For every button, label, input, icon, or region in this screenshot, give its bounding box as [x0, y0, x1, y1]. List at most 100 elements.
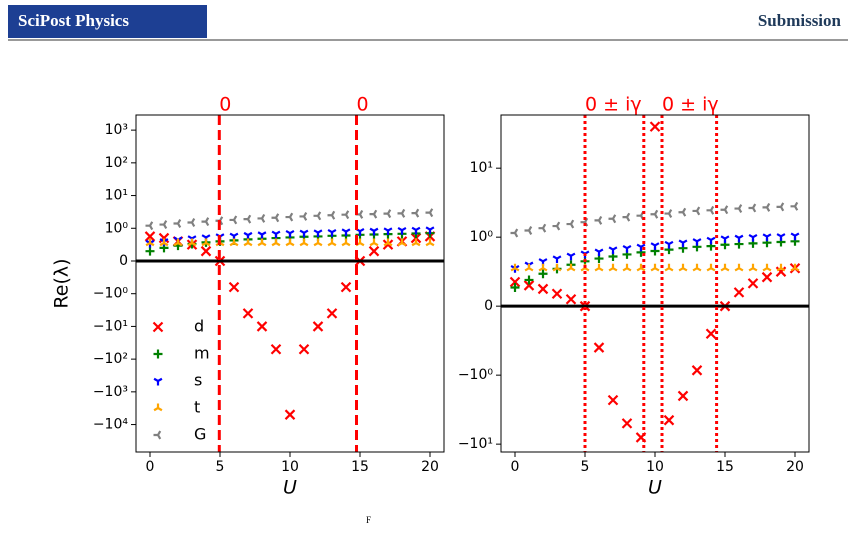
data-point [664, 263, 674, 272]
vertical-line-label: 0 ± iγ [585, 94, 642, 116]
data-point [341, 238, 351, 247]
data-point [299, 211, 308, 221]
data-point [734, 234, 744, 243]
data-point [649, 121, 661, 132]
data-point [271, 213, 280, 223]
data-point [636, 263, 646, 272]
data-point [650, 242, 660, 250]
data-point [776, 263, 786, 272]
data-point [706, 205, 715, 215]
data-point [341, 228, 351, 237]
data-point [271, 238, 281, 247]
data-point [748, 203, 757, 213]
data-point [565, 293, 577, 305]
data-point [734, 263, 744, 272]
data-point [677, 390, 689, 402]
data-point [298, 344, 310, 355]
y-tick-label: −10¹ [93, 318, 128, 334]
legend-label: m [194, 344, 210, 363]
data-point [552, 263, 562, 272]
data-point [397, 227, 407, 235]
data-point [510, 228, 519, 238]
data-point [524, 275, 534, 285]
data-point [552, 255, 562, 264]
data-point [636, 211, 645, 221]
data-point [523, 280, 535, 291]
data-point [243, 214, 252, 224]
data-point [762, 202, 771, 212]
data-point [411, 226, 421, 235]
legend-marker [153, 377, 163, 386]
data-point [664, 209, 673, 219]
data-point [566, 263, 576, 272]
data-point [608, 246, 618, 255]
data-point [663, 414, 675, 426]
data-point [369, 238, 379, 247]
data-point [510, 263, 520, 272]
data-point [200, 245, 212, 257]
x-tick-label: 15 [716, 459, 734, 475]
data-point [229, 215, 238, 225]
data-point [425, 208, 434, 218]
x-tick-label: 20 [786, 459, 804, 475]
data-point [145, 238, 155, 247]
data-point [776, 202, 785, 212]
data-point [285, 238, 295, 247]
journal-box [8, 5, 207, 38]
data-point [775, 266, 787, 277]
x-axis-label: U [283, 477, 297, 499]
data-point [594, 263, 604, 272]
data-point [594, 215, 603, 225]
data-point [299, 229, 309, 238]
data-point [145, 221, 154, 231]
data-point [622, 263, 632, 272]
data-point [369, 209, 378, 219]
y-tick-label: −10² [93, 351, 128, 367]
data-point [594, 248, 604, 257]
data-point [327, 238, 337, 247]
x-tick-label: 5 [581, 459, 590, 475]
legend-label: s [194, 371, 202, 390]
data-point [748, 263, 758, 272]
data-point [607, 394, 619, 406]
data-point [678, 239, 688, 248]
chart: −10⁴ −10³ −10² −10¹ −10⁰ 0 10⁰ 10¹ 10² 10³ 0 5 10 15 2… [51, 94, 445, 499]
legend-marker [152, 321, 164, 333]
data-point [341, 210, 350, 220]
y-tick-label: 0 [484, 298, 493, 314]
data-point [692, 263, 702, 272]
legend-label: d [194, 317, 204, 336]
vertical-line-label: 0 ± iγ [662, 94, 719, 116]
plot-frame [135, 114, 445, 453]
data-point [173, 238, 183, 247]
data-point [158, 232, 170, 244]
data-point [256, 321, 268, 332]
data-point [173, 219, 182, 228]
data-point [326, 308, 338, 319]
plot-frame [500, 114, 810, 453]
data-point [733, 287, 745, 298]
data-point [397, 208, 406, 218]
legend-marker [153, 403, 163, 412]
data-point [636, 243, 646, 252]
y-tick-label: 0 [119, 253, 128, 269]
data-point [622, 245, 632, 253]
data-point [313, 238, 323, 247]
data-point [257, 238, 267, 247]
legend-label: G [194, 425, 206, 444]
x-axis-label: U [648, 477, 662, 499]
y-tick-label: 10¹ [105, 188, 128, 204]
data-point [538, 223, 547, 233]
data-point [551, 288, 563, 300]
y-tick-label: 10⁰ [105, 220, 129, 236]
data-point [285, 229, 295, 238]
data-point [524, 263, 534, 272]
y-axis-label: Re(λ) [51, 258, 73, 308]
data-point [608, 263, 618, 272]
data-point [270, 344, 282, 355]
data-point [524, 226, 533, 235]
data-point [411, 238, 421, 247]
data-point [410, 232, 422, 244]
data-point [145, 246, 155, 256]
data-point [271, 230, 281, 239]
